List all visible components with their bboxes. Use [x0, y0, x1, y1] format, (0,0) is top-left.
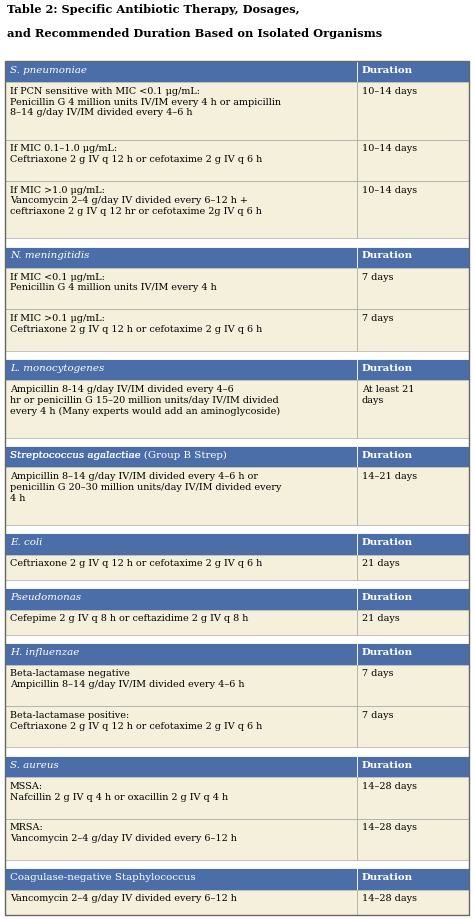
Bar: [357, 380, 469, 437]
Bar: [357, 82, 469, 140]
Bar: [357, 755, 469, 777]
Text: N. meningitidis: N. meningitidis: [10, 252, 90, 260]
Bar: [357, 643, 469, 664]
Text: L. monocytogenes: L. monocytogenes: [10, 364, 104, 373]
Bar: [357, 609, 469, 635]
Text: If MIC <0.1 μg/mL:
Penicillin G 4 million units IV/IM every 4 h: If MIC <0.1 μg/mL: Penicillin G 4 millio…: [10, 273, 217, 292]
Bar: [5, 664, 357, 706]
Text: S. pneumoniae: S. pneumoniae: [10, 65, 87, 74]
Text: If MIC >1.0 μg/mL:
Vancomycin 2–4 g/day IV divided every 6–12 h +
ceftriaxone 2 : If MIC >1.0 μg/mL: Vancomycin 2–4 g/day …: [10, 186, 262, 216]
Text: Vancomycin 2–4 g/day IV divided every 6–12 h: Vancomycin 2–4 g/day IV divided every 6–…: [10, 894, 237, 903]
Text: 7 days: 7 days: [362, 314, 393, 323]
Bar: [357, 533, 469, 554]
Bar: [5, 310, 357, 351]
Bar: [357, 706, 469, 747]
Bar: [5, 643, 357, 664]
Text: At least 21
days: At least 21 days: [362, 385, 414, 405]
Text: 14–28 days: 14–28 days: [362, 782, 417, 791]
Bar: [5, 447, 357, 468]
Bar: [357, 868, 469, 890]
Text: Streptococcus agalactiae: Streptococcus agalactiae: [10, 451, 141, 460]
Bar: [5, 588, 357, 609]
Bar: [357, 890, 469, 915]
Bar: [5, 706, 357, 747]
Bar: [5, 61, 357, 82]
Bar: [357, 140, 469, 181]
Text: 10–14 days: 10–14 days: [362, 144, 417, 153]
Bar: [357, 447, 469, 468]
Text: If MIC >0.1 μg/mL:
Ceftriaxone 2 g IV q 12 h or cefotaxime 2 g IV q 6 h: If MIC >0.1 μg/mL: Ceftriaxone 2 g IV q …: [10, 314, 262, 334]
Text: Ampicillin 8–14 g/day IV/IM divided every 4–6 h or
penicillin G 20–30 million un: Ampicillin 8–14 g/day IV/IM divided ever…: [10, 472, 282, 503]
Text: Ampicillin 8-14 g/day IV/IM divided every 4–6
hr or penicillin G 15–20 million u: Ampicillin 8-14 g/day IV/IM divided ever…: [10, 385, 280, 416]
Text: and Recommended Duration Based on Isolated Organisms: and Recommended Duration Based on Isolat…: [7, 28, 382, 39]
Text: Duration: Duration: [362, 761, 413, 769]
Bar: [357, 268, 469, 310]
Text: Cefepime 2 g IV q 8 h or ceftazidime 2 g IV q 8 h: Cefepime 2 g IV q 8 h or ceftazidime 2 g…: [10, 614, 248, 623]
Bar: [357, 588, 469, 609]
Bar: [357, 777, 469, 819]
Text: Duration: Duration: [362, 252, 413, 260]
Text: 14–28 days: 14–28 days: [362, 894, 417, 903]
Bar: [5, 819, 357, 860]
Bar: [5, 468, 357, 525]
Text: Duration: Duration: [362, 538, 413, 547]
Bar: [5, 380, 357, 437]
Bar: [5, 268, 357, 310]
Bar: [357, 181, 469, 238]
Text: Duration: Duration: [362, 364, 413, 373]
Bar: [357, 468, 469, 525]
Text: 7 days: 7 days: [362, 273, 393, 282]
Bar: [5, 868, 357, 890]
Text: If PCN sensitive with MIC <0.1 μg/mL:
Penicillin G 4 million units IV/IM every 4: If PCN sensitive with MIC <0.1 μg/mL: Pe…: [10, 87, 281, 118]
Bar: [5, 533, 357, 554]
Bar: [5, 755, 357, 777]
Bar: [357, 246, 469, 268]
Text: 14–21 days: 14–21 days: [362, 472, 417, 482]
Text: 21 days: 21 days: [362, 560, 400, 568]
Bar: [5, 82, 357, 140]
Text: 10–14 days: 10–14 days: [362, 87, 417, 96]
Text: Beta-lactamase negative
Ampicillin 8–14 g/day IV/IM divided every 4–6 h: Beta-lactamase negative Ampicillin 8–14 …: [10, 669, 245, 689]
Bar: [357, 61, 469, 82]
Text: Ceftriaxone 2 g IV q 12 h or cefotaxime 2 g IV q 6 h: Ceftriaxone 2 g IV q 12 h or cefotaxime …: [10, 560, 262, 568]
Text: Duration: Duration: [362, 648, 413, 657]
Bar: [357, 359, 469, 380]
Text: E. coli: E. coli: [10, 538, 42, 547]
Text: Coagulase-negative Staphylococcus: Coagulase-negative Staphylococcus: [10, 873, 196, 882]
Bar: [5, 140, 357, 181]
Text: 7 days: 7 days: [362, 710, 393, 720]
Text: MRSA:
Vancomycin 2–4 g/day IV divided every 6–12 h: MRSA: Vancomycin 2–4 g/day IV divided ev…: [10, 823, 237, 843]
Text: Duration: Duration: [362, 593, 413, 602]
Text: Duration: Duration: [362, 451, 413, 460]
Bar: [357, 819, 469, 860]
Text: If MIC 0.1–1.0 μg/mL:
Ceftriaxone 2 g IV q 12 h or cefotaxime 2 g IV q 6 h: If MIC 0.1–1.0 μg/mL: Ceftriaxone 2 g IV…: [10, 144, 262, 164]
Bar: [5, 890, 357, 915]
Text: 21 days: 21 days: [362, 614, 400, 623]
Text: Pseudomonas: Pseudomonas: [10, 593, 81, 602]
Bar: [357, 554, 469, 580]
Text: Streptococcus agalactiae (Group B Strep): Streptococcus agalactiae (Group B Strep): [10, 451, 227, 460]
Bar: [5, 246, 357, 268]
Text: 7 days: 7 days: [362, 669, 393, 678]
Bar: [5, 554, 357, 580]
Bar: [5, 609, 357, 635]
Bar: [357, 664, 469, 706]
Text: H. influenzae: H. influenzae: [10, 648, 79, 657]
Text: S. aureus: S. aureus: [10, 761, 59, 769]
Bar: [357, 310, 469, 351]
Bar: [5, 181, 357, 238]
Text: Beta-lactamase positive:
Ceftriaxone 2 g IV q 12 h or cefotaxime 2 g IV q 6 h: Beta-lactamase positive: Ceftriaxone 2 g…: [10, 710, 262, 731]
Text: Duration: Duration: [362, 873, 413, 882]
Text: 14–28 days: 14–28 days: [362, 823, 417, 833]
Text: MSSA:
Nafcillin 2 g IV q 4 h or oxacillin 2 g IV q 4 h: MSSA: Nafcillin 2 g IV q 4 h or oxacilli…: [10, 782, 228, 801]
Text: Duration: Duration: [362, 65, 413, 74]
Text: Table 2: Specific Antibiotic Therapy, Dosages,: Table 2: Specific Antibiotic Therapy, Do…: [7, 4, 300, 15]
Bar: [5, 359, 357, 380]
Bar: [5, 777, 357, 819]
Text: 10–14 days: 10–14 days: [362, 186, 417, 195]
